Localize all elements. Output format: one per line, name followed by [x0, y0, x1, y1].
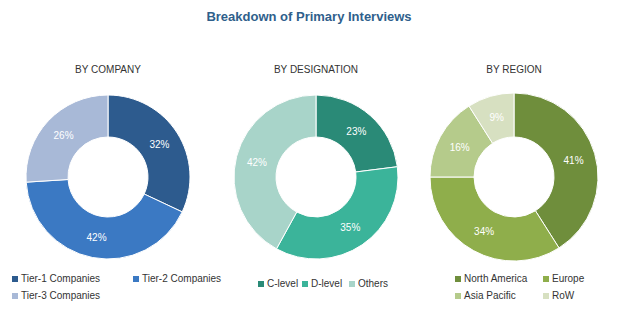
donut-chart: BY REGION 41% 34% 16% 9% North America Europe A…: [430, 64, 598, 301]
data-label: 42%: [247, 157, 267, 168]
donut-slice: [316, 95, 397, 172]
legend-label: Tier-3 Companies: [21, 290, 100, 301]
donut-slice: [26, 180, 182, 259]
data-label: 23%: [346, 126, 366, 137]
legend-label: North America: [464, 273, 528, 284]
chart-title: BY COMPANY: [75, 64, 141, 75]
donut-chart: BY COMPANY 32% 42% 26% Tier-1 Companies Tier-…: [12, 64, 221, 301]
donut-slice: [430, 177, 559, 261]
legend-label: Tier-1 Companies: [21, 273, 100, 284]
legend-swatch: [543, 293, 549, 299]
donut-chart: BY DESIGNATION 23% 35% 42% C-level D-level Oth…: [234, 64, 398, 289]
legend-swatch: [302, 281, 308, 287]
donut-slice: [234, 95, 316, 249]
main-title: Breakdown of Primary Interviews: [206, 9, 411, 24]
legend-label: Europe: [552, 273, 585, 284]
legend-label: Others: [358, 278, 388, 289]
data-label: 34%: [474, 226, 494, 237]
legend-swatch: [133, 276, 139, 282]
data-label: 41%: [564, 155, 584, 166]
chart-title: BY DESIGNATION: [274, 64, 358, 75]
donut-slice: [469, 93, 514, 143]
legend-swatch: [258, 281, 264, 287]
legend-swatch: [543, 276, 549, 282]
legend-label: D-level: [311, 278, 342, 289]
data-label: 16%: [450, 142, 470, 153]
legend-swatch: [12, 276, 18, 282]
legend-label: RoW: [552, 290, 575, 301]
legend-label: Asia Pacific: [464, 290, 516, 301]
data-label: 26%: [54, 130, 74, 141]
donut-slice: [26, 95, 108, 182]
chart-title: BY REGION: [486, 64, 541, 75]
data-label: 32%: [149, 139, 169, 150]
legend-label: C-level: [267, 278, 298, 289]
legend-swatch: [455, 293, 461, 299]
donut-slice: [108, 95, 190, 212]
legend-swatch: [455, 276, 461, 282]
legend-label: Tier-2 Companies: [142, 273, 221, 284]
chart-root: Breakdown of Primary Interviews BY COMPAN…: [0, 0, 618, 322]
legend-swatch: [349, 281, 355, 287]
data-label: 42%: [87, 232, 107, 243]
legend-swatch: [12, 293, 18, 299]
data-label: 35%: [340, 222, 360, 233]
data-label: 9%: [489, 112, 504, 123]
